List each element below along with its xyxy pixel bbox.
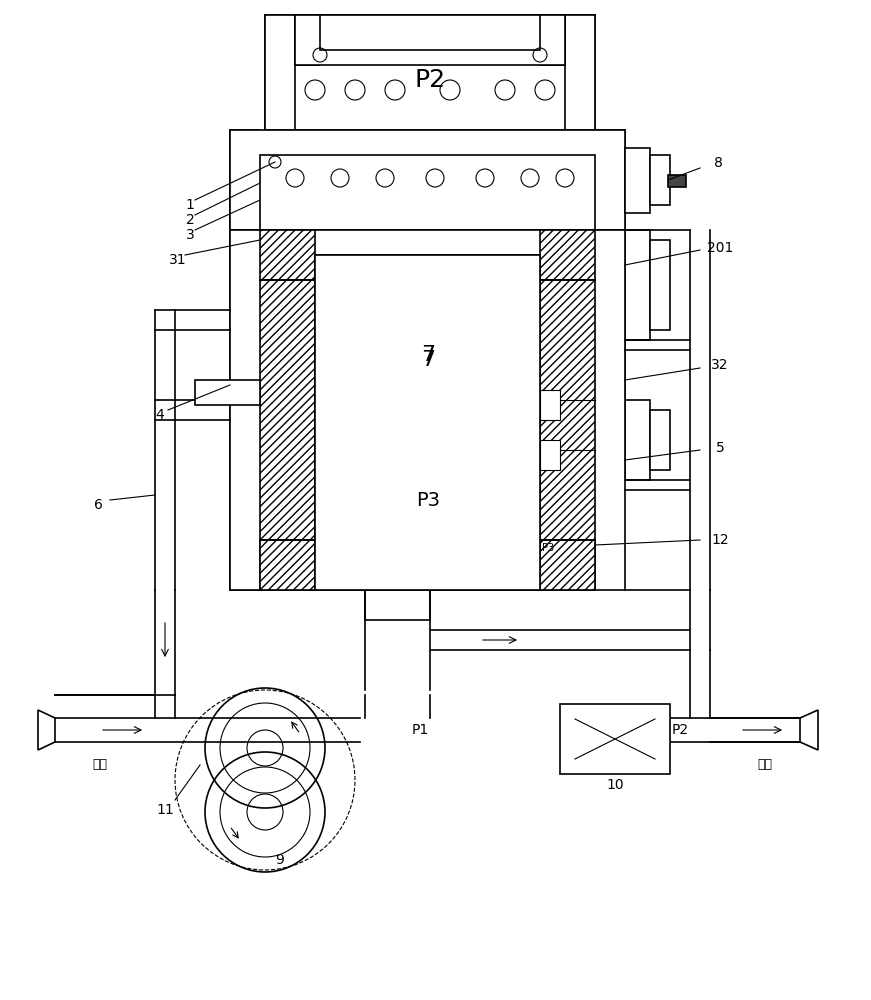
Polygon shape (800, 710, 818, 750)
Text: 11: 11 (156, 803, 174, 817)
Bar (365, 590, 430, 620)
Text: 1: 1 (186, 198, 194, 212)
Text: 6: 6 (93, 498, 103, 512)
Bar (650, 155, 670, 205)
Bar (295, 15, 565, 130)
Bar (595, 130, 625, 230)
Text: 3: 3 (186, 228, 194, 242)
Text: 31: 31 (169, 253, 186, 267)
Bar (540, 280, 595, 540)
Bar (540, 440, 560, 470)
Bar (565, 15, 595, 130)
Bar (540, 15, 565, 65)
Text: 2: 2 (186, 213, 194, 227)
Bar (230, 130, 260, 230)
Text: 201: 201 (706, 241, 733, 255)
Bar (265, 15, 595, 130)
Text: 进口: 进口 (92, 758, 107, 772)
Text: P1: P1 (411, 723, 429, 737)
Bar (320, 15, 540, 50)
Bar (315, 255, 540, 540)
Bar (595, 230, 625, 480)
Text: 12: 12 (712, 533, 729, 547)
Text: 9: 9 (275, 853, 285, 867)
Bar (668, 175, 686, 187)
Text: P2: P2 (415, 68, 446, 92)
Bar (625, 400, 650, 480)
Text: 5: 5 (716, 441, 725, 455)
Bar (540, 540, 595, 590)
Bar (230, 130, 625, 230)
Bar (650, 410, 670, 470)
Bar (540, 390, 560, 420)
Bar (295, 15, 565, 65)
Bar (625, 230, 650, 340)
Bar (265, 15, 295, 130)
Text: P3: P3 (542, 543, 554, 553)
Text: 32: 32 (712, 358, 729, 372)
Bar (260, 540, 315, 590)
Text: 出口: 出口 (758, 758, 773, 772)
Bar (315, 455, 540, 590)
Text: 4: 4 (156, 408, 165, 422)
Text: 10: 10 (606, 778, 624, 792)
Bar (260, 230, 315, 280)
Text: 8: 8 (713, 156, 722, 170)
Bar (230, 230, 625, 590)
Text: P3: P3 (416, 490, 440, 510)
Polygon shape (38, 710, 55, 750)
Bar (260, 155, 595, 230)
Bar (260, 540, 595, 590)
Bar (260, 280, 315, 540)
Bar (625, 148, 650, 213)
Bar (540, 230, 595, 280)
Bar (195, 380, 260, 405)
Text: 7: 7 (421, 345, 435, 365)
Bar (560, 704, 670, 774)
Text: 7: 7 (421, 350, 435, 370)
Bar (315, 255, 540, 590)
Bar (230, 230, 260, 590)
Bar (295, 15, 320, 65)
Text: P2: P2 (672, 723, 689, 737)
Bar (650, 240, 670, 330)
